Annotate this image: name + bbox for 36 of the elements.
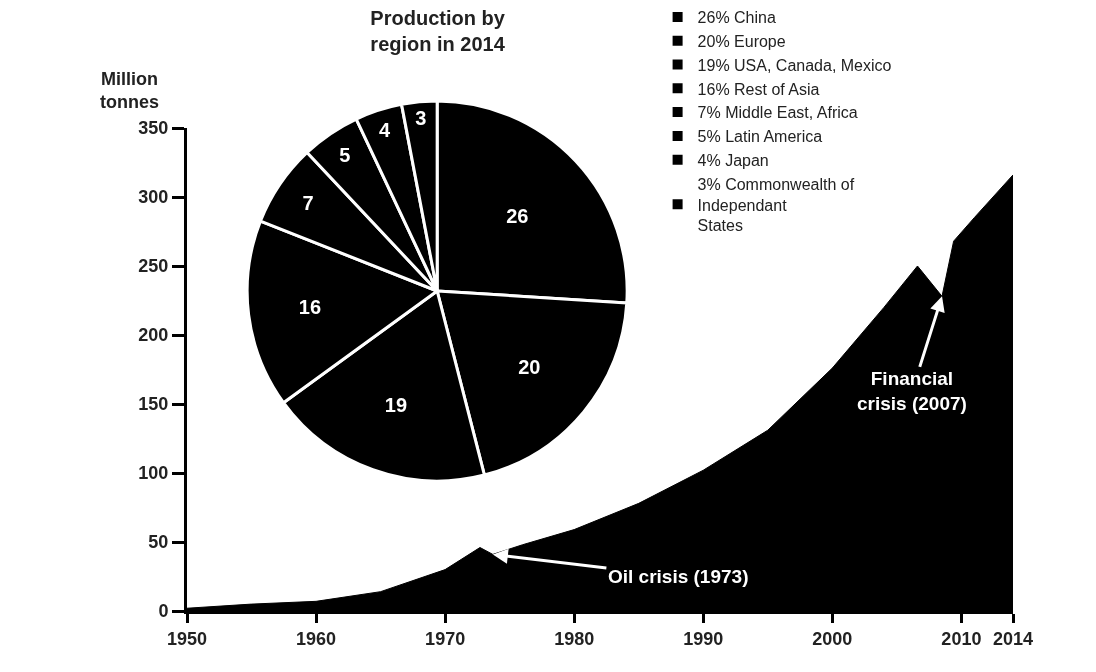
- legend-label: 5% Latin America: [697, 128, 823, 146]
- annotation: Oil crisis (1973): [608, 566, 749, 587]
- y-tick-label: 100: [138, 463, 169, 484]
- legend-label: 7% Middle East, Africa: [697, 104, 858, 122]
- x-tick-label: 2010: [941, 628, 982, 649]
- data-label: 26: [506, 204, 529, 227]
- data-label: 3: [415, 107, 427, 130]
- y-tick-label: 350: [138, 118, 169, 139]
- x-tick-label: 2014: [992, 628, 1034, 649]
- x-tick-label: 1980: [554, 628, 595, 649]
- y-tick-label: 50: [148, 532, 169, 553]
- x-tick-label: 1960: [296, 628, 337, 649]
- data-label: 16: [298, 296, 322, 319]
- y-tick-label: 200: [138, 325, 169, 346]
- legend-label: 26% China: [697, 9, 776, 27]
- x-tick-label: 1970: [425, 628, 466, 649]
- legend-label: 3% Commonwealth of Independant States: [697, 175, 855, 235]
- annotation: Financial crisis (2007): [857, 368, 967, 414]
- x-tick-label: 1950: [166, 628, 208, 649]
- data-label: 4: [378, 119, 391, 142]
- y-tick-label: 0: [158, 601, 169, 622]
- data-label: 20: [518, 356, 541, 379]
- data-label: 7: [302, 192, 314, 215]
- data-label: 5: [339, 144, 351, 167]
- legend-label: 4% Japan: [697, 151, 769, 169]
- legend-label: 20% Europe: [697, 32, 786, 50]
- x-tick-label: 1990: [683, 628, 724, 649]
- y-tick-label: 150: [138, 394, 169, 415]
- data-label: 19: [384, 394, 408, 417]
- y-tick-label: 300: [138, 187, 169, 208]
- legend-label: 16% Rest of Asia: [697, 80, 820, 98]
- x-tick-label: 2000: [812, 628, 853, 649]
- chart-title: Production by region in 2014: [370, 7, 506, 55]
- y-axis-title: Million tonnes: [100, 69, 160, 113]
- y-tick-label: 250: [138, 256, 169, 277]
- legend-label: 19% USA, Canada, Mexico: [697, 56, 892, 74]
